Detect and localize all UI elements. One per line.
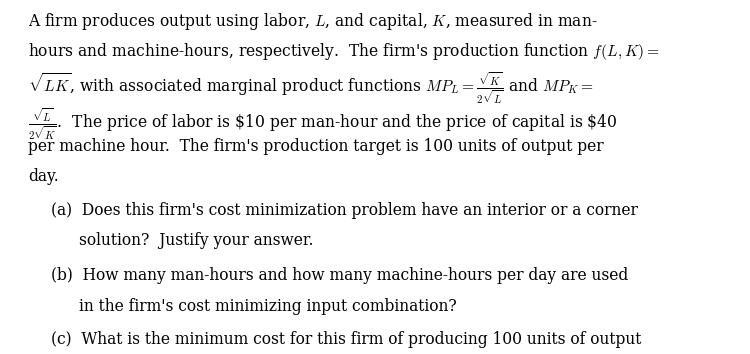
Text: (c)  What is the minimum cost for this firm of producing 100 units of output: (c) What is the minimum cost for this fi… xyxy=(51,331,641,348)
Text: A firm produces output using labor, $L$, and capital, $K$, measured in man-: A firm produces output using labor, $L$,… xyxy=(28,11,598,32)
Text: per machine hour.  The firm's production target is 100 units of output per: per machine hour. The firm's production … xyxy=(28,138,604,155)
Text: hours and machine-hours, respectively.  The firm's production function $f(L, K) : hours and machine-hours, respectively. T… xyxy=(28,41,660,62)
Text: (b)  How many man-hours and how many machine-hours per day are used: (b) How many man-hours and how many mach… xyxy=(51,267,628,284)
Text: solution?  Justify your answer.: solution? Justify your answer. xyxy=(79,232,314,249)
Text: (a)  Does this firm's cost minimization problem have an interior or a corner: (a) Does this firm's cost minimization p… xyxy=(51,202,638,219)
Text: $\frac{\sqrt{L}}{2\sqrt{K}}$.  The price of labor is \$10 per man-hour and the p: $\frac{\sqrt{L}}{2\sqrt{K}}$. The price … xyxy=(28,106,618,142)
Text: $\sqrt{LK}$, with associated marginal product functions $MP_L = \frac{\sqrt{K}}{: $\sqrt{LK}$, with associated marginal pr… xyxy=(28,71,595,107)
Text: in the firm's cost minimizing input combination?: in the firm's cost minimizing input comb… xyxy=(79,298,457,315)
Text: day.: day. xyxy=(28,168,59,185)
